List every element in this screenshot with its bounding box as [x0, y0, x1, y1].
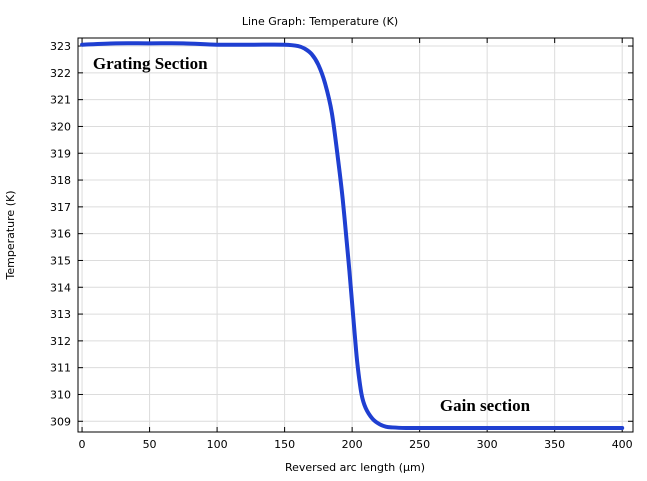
- x-tick-label: 400: [612, 438, 633, 451]
- x-tick-label: 150: [274, 438, 295, 451]
- y-tick-label: 309: [50, 415, 71, 428]
- y-tick-label: 317: [50, 201, 71, 214]
- x-tick-label: 350: [544, 438, 565, 451]
- x-tick-label: 200: [342, 438, 363, 451]
- annotation-grating-section: Grating Section: [93, 54, 208, 73]
- grid-layer: [78, 38, 633, 432]
- x-axis-title: Reversed arc length (µm): [285, 461, 425, 474]
- y-axis-title: Temperature (K): [4, 191, 17, 281]
- y-tick-label: 311: [50, 362, 71, 375]
- x-tick-label: 0: [79, 438, 86, 451]
- y-tick-label: 310: [50, 388, 71, 401]
- chart-title: Line Graph: Temperature (K): [242, 15, 398, 28]
- x-tick-label: 300: [477, 438, 498, 451]
- x-tick-label: 100: [207, 438, 228, 451]
- x-tick-label: 50: [143, 438, 157, 451]
- y-tick-label: 314: [50, 281, 71, 294]
- y-tick-label: 316: [50, 228, 71, 241]
- plot-area-frame: [77, 37, 634, 433]
- y-tick-label: 319: [50, 147, 71, 160]
- annotation-layer: Grating Section Gain section: [93, 54, 531, 415]
- series-line-temperature: [80, 41, 625, 431]
- y-tick-label: 318: [50, 174, 71, 187]
- x-tick-label: 250: [409, 438, 430, 451]
- y-tick-label: 322: [50, 67, 71, 80]
- y-tick-label: 323: [50, 40, 71, 53]
- y-tick-label: 312: [50, 335, 71, 348]
- y-tick-label: 320: [50, 120, 71, 133]
- y-tick-label: 315: [50, 254, 71, 267]
- y-tick-label: 313: [50, 308, 71, 321]
- series-layer: [80, 41, 625, 431]
- annotation-gain-section: Gain section: [440, 396, 531, 415]
- y-tick-label: 321: [50, 94, 71, 107]
- tick-layer: 0 50 100 150 200 250 300 350 400 309 310 311 312 313 3…: [50, 38, 633, 451]
